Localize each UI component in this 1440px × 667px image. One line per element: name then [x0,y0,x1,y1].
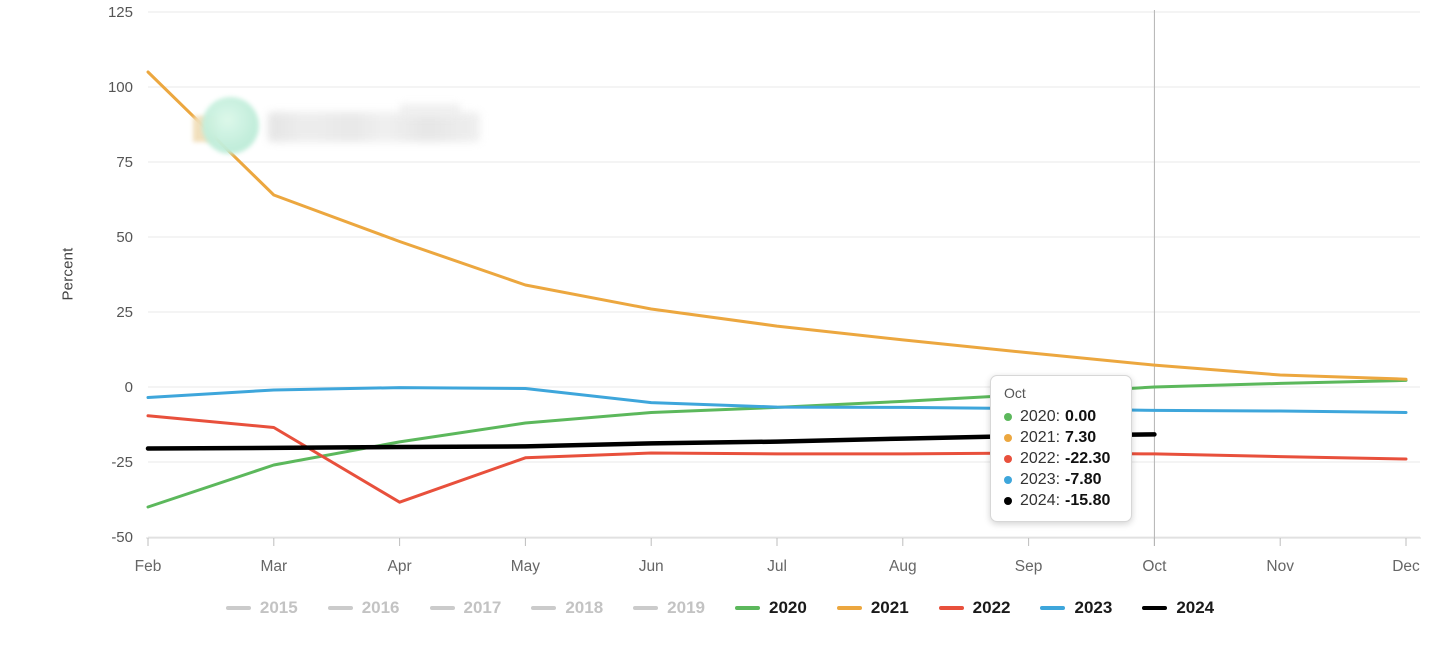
tooltip-row-2020: 2020: 0.00 [1004,406,1117,427]
series-line-2021[interactable] [146,70,1408,381]
x-tick-label: May [511,558,541,575]
legend-item-2019[interactable]: 2019 [633,598,705,618]
x-tick-label: Feb [135,558,162,575]
legend-swatch [735,606,760,610]
legend-label: 2022 [972,598,1011,617]
x-tick-label: Nov [1266,558,1294,575]
legend-swatch [938,606,964,610]
tooltip-rows: 2020: 0.00 2021: 7.30 2022: -22.30 2023: -7.80 2… [1004,406,1117,511]
legend-item-2022[interactable]: 2022 [938,598,1011,618]
tooltip-series-value: -22.30 [1065,450,1111,467]
legend-swatch [225,606,251,610]
y-tick-label: 0 [125,379,133,396]
legend-item-2016[interactable]: 2016 [327,598,400,618]
tooltip-series-label: 2023: [1020,471,1061,488]
tooltip-series-dot [1004,496,1012,505]
tooltip-header: Oct [1004,385,1026,401]
x-tick-label: Aug [889,558,917,575]
tooltip-series-label: 2024: [1020,492,1061,509]
y-tick-label: -50 [111,529,133,546]
series-line-2022[interactable] [146,414,1408,504]
tooltip-series-label: 2021: [1020,429,1061,446]
legend-label: 2019 [667,598,705,617]
tooltip-series-value: 7.30 [1065,429,1097,446]
y-tick-label: 100 [108,79,133,96]
legend-label: 2016 [361,598,400,617]
tooltip-series-value: -15.80 [1065,492,1111,509]
legend-swatch [429,606,455,610]
legend-swatch [836,606,862,610]
legend-item-2020[interactable]: 2020 [735,598,807,618]
x-tick-label: Jul [767,558,787,575]
series-line-2023[interactable] [146,386,1408,414]
y-tick-label: -25 [111,454,133,471]
y-tick-label: 25 [116,304,133,321]
legend-label: 2017 [463,598,502,617]
tooltip-row-2023: 2023: -7.80 [1004,469,1117,490]
tooltip-series-value: 0.00 [1065,408,1097,425]
legend-label: 2018 [565,598,604,617]
legend-swatch [327,606,353,610]
x-tick-label: Jun [639,558,664,575]
legend-label: 2024 [1176,598,1215,617]
legend-item-2023[interactable]: 2023 [1040,598,1112,618]
chart-tooltip: Oct 2020: 0.00 2021: 7.30 2022: -22.30 2023: -7… [990,375,1132,522]
tooltip-series-dot [1004,412,1012,421]
legend-swatch [1040,606,1066,610]
legend-item-2017[interactable]: 2017 [429,598,502,618]
tooltip-row-2022: 2022: -22.30 [1004,448,1117,469]
legend-item-2024[interactable]: 2024 [1142,598,1214,618]
y-tick-label: 75 [116,154,133,171]
legend-item-2021[interactable]: 2021 [836,598,909,618]
tooltip-series-label: 2020: [1020,408,1061,425]
legend-item-2018[interactable]: 2018 [531,598,603,618]
tooltip-series-dot [1004,475,1012,484]
legend-swatch [531,606,557,610]
tooltip-series-value: -7.80 [1065,471,1102,488]
series-line-2024[interactable] [145,432,1157,451]
legend-label: 2015 [259,598,298,617]
x-tick-label: Mar [260,558,287,575]
legend-label: 2020 [769,598,807,617]
chart-legend: 2015 2016 2017 2018 2019 2020 2021 2022 2023 2024 [0,598,1440,618]
x-tick-label: Oct [1142,558,1167,575]
legend-item-2015[interactable]: 2015 [225,598,298,618]
legend-swatch [633,606,659,610]
legend-swatch [1142,606,1168,610]
x-tick-label: Dec [1392,558,1420,575]
y-tick-label: 125 [108,4,133,21]
tooltip-series-dot [1004,433,1012,442]
x-tick-label: Sep [1015,558,1043,575]
x-tick-label: Apr [388,558,412,575]
tooltip-row-2021: 2021: 7.30 [1004,427,1117,448]
tooltip-row-2024: 2024: -15.80 [1004,490,1117,511]
y-tick-label: 50 [116,229,133,246]
legend-label: 2021 [870,598,909,617]
legend-label: 2023 [1074,598,1113,617]
tooltip-series-dot [1004,454,1012,463]
tooltip-series-label: 2022: [1020,450,1061,467]
